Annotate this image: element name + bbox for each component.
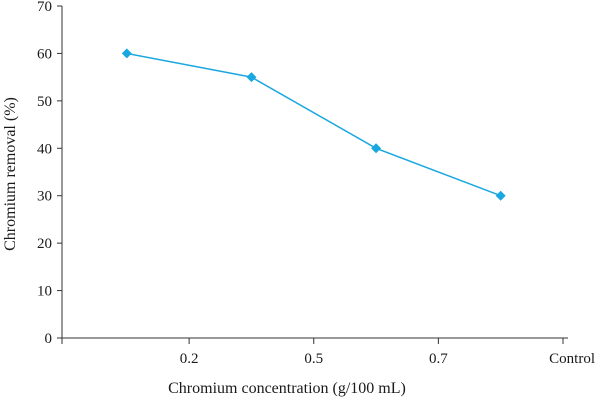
x-tick-label: Control xyxy=(549,351,595,367)
x-tick-label: 0.5 xyxy=(304,351,323,367)
y-tick-label: 60 xyxy=(37,46,52,62)
y-tick-label: 20 xyxy=(37,236,52,252)
y-tick-label: 50 xyxy=(37,94,52,110)
y-axis-ticks: 0 10 20 30 40 50 60 70 xyxy=(37,0,62,347)
x-tick-label: 0.7 xyxy=(429,351,448,367)
y-axis-title: Chromium removal (%) xyxy=(2,97,19,251)
y-tick-label: 30 xyxy=(37,189,52,205)
y-tick-label: 10 xyxy=(37,284,52,300)
y-tick-label: 40 xyxy=(37,141,52,157)
x-tick-label: 0.2 xyxy=(180,351,199,367)
x-axis-ticks: 0.2 0.5 0.7 Control xyxy=(61,338,595,367)
series-line xyxy=(126,52,501,197)
series-layer xyxy=(121,48,506,201)
x-axis-title: Chromium concentration (g/100 mL) xyxy=(168,380,406,397)
y-tick-label: 0 xyxy=(45,331,53,347)
data-point xyxy=(121,48,132,59)
data-point xyxy=(495,190,506,201)
data-point xyxy=(371,143,382,154)
data-point xyxy=(246,72,257,83)
y-tick-label: 70 xyxy=(37,0,52,15)
